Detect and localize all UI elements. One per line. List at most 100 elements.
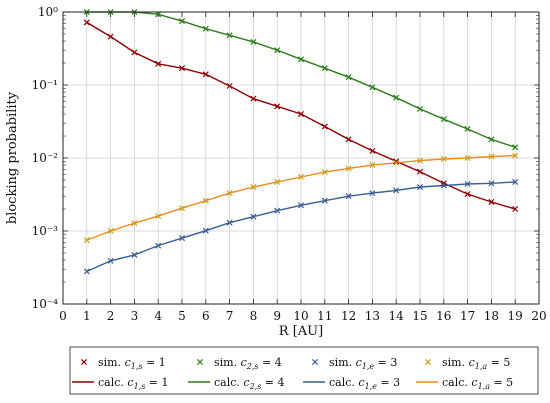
marker-stroke <box>274 207 281 214</box>
marker-stroke <box>369 147 376 154</box>
series-point-0 <box>107 33 114 40</box>
series-point-2 <box>416 184 424 191</box>
marker-stroke <box>345 136 352 143</box>
series-point-1 <box>250 38 257 45</box>
x-tick-label: 14 <box>389 309 405 323</box>
marker-stroke <box>488 180 495 187</box>
marker-stroke <box>202 25 209 32</box>
x-tick-label: 20 <box>531 309 546 323</box>
marker-stroke <box>250 184 257 191</box>
series-point-3 <box>274 178 281 185</box>
marker-stroke <box>250 38 257 45</box>
series-point-0 <box>512 206 519 213</box>
marker-stroke <box>393 187 400 194</box>
series-point-0 <box>202 71 209 78</box>
series-point-0 <box>416 168 424 175</box>
marker-stroke <box>107 33 114 40</box>
series-point-3 <box>488 153 495 160</box>
marker-stroke <box>393 158 400 165</box>
marker-stroke <box>311 358 319 366</box>
marker-stroke <box>274 103 281 110</box>
series-point-0 <box>345 136 352 143</box>
x-tick-label: 6 <box>202 309 210 323</box>
x-tick-label: 17 <box>460 309 475 323</box>
series-point-1 <box>345 74 352 81</box>
marker-stroke <box>155 60 162 67</box>
marker-stroke <box>274 178 281 185</box>
series-point-0 <box>83 19 90 26</box>
series-point-1 <box>155 11 162 18</box>
series-point-3 <box>178 205 186 212</box>
marker-stroke <box>393 94 400 101</box>
series-point-0 <box>250 95 257 102</box>
marker-stroke <box>297 173 305 180</box>
series-point-2 <box>226 219 233 226</box>
legend-sim-label-0: sim. c1,s = 1 <box>98 356 166 371</box>
marker-stroke <box>226 190 233 197</box>
marker-stroke <box>321 123 328 130</box>
marker-stroke <box>488 153 495 160</box>
series-point-0 <box>178 65 186 72</box>
series-point-2 <box>274 207 281 214</box>
series-point-2 <box>83 268 90 275</box>
marker-stroke <box>250 213 257 220</box>
series-point-0 <box>226 82 233 89</box>
x-tick-label: 13 <box>365 309 380 323</box>
legend-sim-label-3: sim. c1,a = 5 <box>442 356 510 371</box>
series-point-3 <box>297 173 305 180</box>
marker-stroke <box>416 157 424 164</box>
marker-stroke <box>512 152 519 159</box>
marker-stroke <box>345 74 352 81</box>
legend-calc-label-3: calc. c1,a = 5 <box>442 376 513 391</box>
marker-stroke <box>178 205 186 212</box>
marker-stroke <box>202 197 209 204</box>
legend-marker-1 <box>196 358 204 366</box>
series-point-0 <box>155 60 162 67</box>
x-tick-label: 8 <box>250 309 258 323</box>
series-point-2 <box>202 227 209 234</box>
x-tick-label: 2 <box>107 309 115 323</box>
series-point-2 <box>440 182 447 189</box>
marker-stroke <box>196 358 204 366</box>
series-point-2 <box>512 178 519 185</box>
series-point-2 <box>345 193 352 200</box>
marker-stroke <box>440 155 447 162</box>
marker-stroke <box>416 184 424 191</box>
y-tick-label: 10⁻⁴ <box>32 297 59 311</box>
marker-stroke <box>512 178 519 185</box>
x-tick-label: 4 <box>154 309 162 323</box>
series-point-0 <box>488 198 495 205</box>
marker-stroke <box>83 237 90 244</box>
series-point-1 <box>202 25 209 32</box>
marker-stroke <box>369 84 376 91</box>
series-point-1 <box>416 105 424 112</box>
marker-stroke <box>107 257 114 264</box>
series-point-1 <box>297 56 305 63</box>
series-point-1 <box>321 65 328 72</box>
marker-stroke <box>321 65 328 72</box>
legend-sim-label-2: sim. c1,e = 3 <box>329 356 397 371</box>
series-point-3 <box>440 155 447 162</box>
marker-stroke <box>321 169 328 176</box>
series-point-1 <box>369 84 376 91</box>
marker-stroke <box>155 242 162 249</box>
series-point-3 <box>202 197 209 204</box>
marker-stroke <box>131 251 138 258</box>
x-tick-label: 16 <box>436 309 451 323</box>
marker-stroke <box>440 116 447 123</box>
legend-marker-0 <box>80 358 88 366</box>
series-point-0 <box>464 191 471 198</box>
series-point-1 <box>488 136 495 143</box>
series-point-1 <box>274 47 281 54</box>
series-point-0 <box>369 147 376 154</box>
y-tick-label: 10⁻¹ <box>32 78 58 92</box>
series-point-3 <box>83 237 90 244</box>
series-point-1 <box>226 32 233 39</box>
legend-calc-label-0: calc. c1,s = 1 <box>98 376 169 391</box>
series-point-0 <box>274 103 281 110</box>
x-tick-label: 9 <box>273 309 281 323</box>
marker-stroke <box>83 268 90 275</box>
marker-stroke <box>107 227 114 235</box>
marker-stroke <box>321 197 328 204</box>
